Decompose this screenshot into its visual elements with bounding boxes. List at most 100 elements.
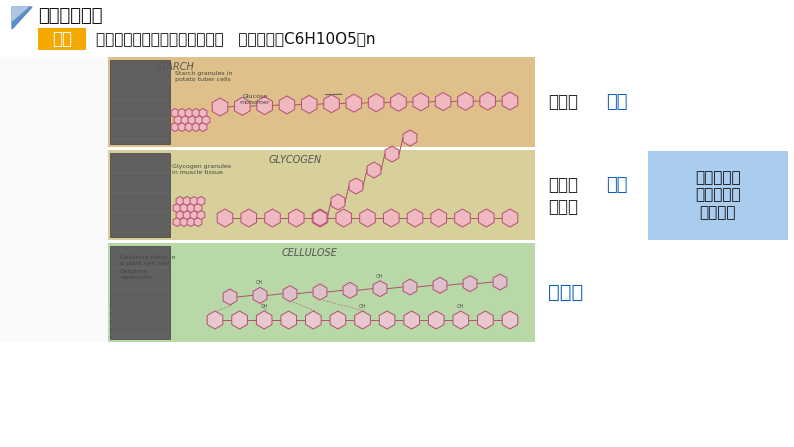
Text: 水解后能够生成多分子单糖的糖   分子式：（C6H10O5）n: 水解后能够生成多分子单糖的糖 分子式：（C6H10O5）n [96, 31, 376, 46]
Polygon shape [313, 210, 327, 226]
Polygon shape [195, 115, 203, 125]
Polygon shape [218, 209, 233, 227]
Polygon shape [503, 209, 518, 227]
Polygon shape [190, 197, 198, 206]
FancyBboxPatch shape [648, 151, 788, 240]
Polygon shape [281, 311, 296, 329]
Polygon shape [457, 92, 473, 110]
Polygon shape [212, 98, 228, 116]
Text: Cellulose fibrils in
a plant cell wall: Cellulose fibrils in a plant cell wall [120, 255, 175, 266]
Polygon shape [404, 311, 419, 329]
Text: 肌糖原: 肌糖原 [548, 198, 578, 216]
Polygon shape [241, 209, 256, 227]
Polygon shape [202, 115, 210, 125]
Polygon shape [288, 209, 304, 227]
Polygon shape [453, 311, 468, 329]
FancyBboxPatch shape [38, 28, 86, 50]
Polygon shape [232, 311, 248, 329]
Polygon shape [503, 311, 518, 329]
Bar [0, 57, 108, 342]
Text: 糖原: 糖原 [606, 176, 627, 194]
Polygon shape [180, 218, 188, 227]
Polygon shape [431, 209, 446, 227]
Polygon shape [194, 218, 202, 227]
Polygon shape [368, 94, 384, 112]
Polygon shape [385, 146, 399, 162]
Polygon shape [173, 203, 181, 212]
Text: OH: OH [376, 274, 384, 278]
Bar [108, 150, 535, 240]
Polygon shape [190, 211, 198, 219]
Text: Glycogen granules
in muscle tissue: Glycogen granules in muscle tissue [172, 164, 231, 175]
Polygon shape [306, 311, 321, 329]
Polygon shape [171, 122, 179, 131]
Polygon shape [279, 96, 295, 114]
Text: GLYCOGEN: GLYCOGEN [268, 155, 322, 165]
Text: 纤维素: 纤维素 [548, 283, 584, 302]
Polygon shape [185, 109, 193, 118]
Polygon shape [223, 289, 237, 305]
Polygon shape [403, 279, 417, 295]
Polygon shape [435, 93, 451, 110]
Polygon shape [192, 109, 200, 118]
Polygon shape [478, 311, 493, 329]
Polygon shape [455, 209, 470, 227]
Polygon shape [199, 122, 207, 131]
Polygon shape [176, 197, 184, 206]
Polygon shape [180, 203, 188, 212]
Text: 植物：: 植物： [548, 93, 578, 111]
Text: OH: OH [457, 304, 464, 309]
Polygon shape [253, 287, 267, 304]
Text: Glucose
monomer: Glucose monomer [240, 94, 270, 105]
Polygon shape [183, 197, 191, 206]
Polygon shape [391, 93, 407, 111]
Text: OH: OH [359, 304, 366, 309]
Polygon shape [380, 311, 395, 329]
Polygon shape [183, 211, 191, 219]
Polygon shape [12, 7, 28, 21]
Text: 动物：: 动物： [548, 176, 578, 194]
Polygon shape [178, 109, 186, 118]
Polygon shape [283, 286, 297, 302]
Polygon shape [199, 109, 207, 118]
Polygon shape [174, 115, 182, 125]
Bar [110, 60, 170, 144]
Text: OH: OH [256, 280, 264, 285]
Polygon shape [197, 197, 205, 206]
Polygon shape [373, 281, 387, 297]
Polygon shape [312, 209, 328, 227]
Polygon shape [480, 92, 495, 110]
Polygon shape [330, 311, 345, 329]
Text: 淀粉: 淀粉 [606, 93, 627, 111]
Text: OH: OH [260, 304, 268, 309]
Polygon shape [433, 277, 447, 293]
Bar [108, 57, 535, 147]
Polygon shape [188, 115, 196, 125]
Polygon shape [336, 209, 352, 227]
Polygon shape [256, 311, 272, 329]
Polygon shape [178, 122, 186, 131]
Polygon shape [187, 203, 195, 212]
Polygon shape [331, 194, 345, 210]
Polygon shape [324, 95, 339, 113]
Bar [108, 243, 535, 342]
Polygon shape [197, 211, 205, 219]
Polygon shape [367, 162, 381, 178]
Polygon shape [479, 209, 494, 227]
Polygon shape [171, 109, 179, 118]
Text: Starch granules in
potato tuber cells: Starch granules in potato tuber cells [175, 71, 233, 82]
Polygon shape [207, 311, 223, 329]
Polygon shape [302, 95, 317, 114]
Polygon shape [181, 115, 189, 125]
Polygon shape [407, 209, 422, 227]
Polygon shape [503, 92, 518, 110]
Text: 细胞中的糖类: 细胞中的糖类 [38, 7, 102, 25]
Polygon shape [185, 122, 193, 131]
Text: 构成它们的
基本单位都
是葡萄糖: 构成它们的 基本单位都 是葡萄糖 [696, 170, 741, 220]
Polygon shape [194, 203, 202, 212]
Polygon shape [256, 97, 272, 114]
Polygon shape [384, 209, 399, 227]
Text: 多糖: 多糖 [52, 30, 72, 48]
Polygon shape [493, 274, 507, 290]
Text: CELLULOSE: CELLULOSE [282, 248, 338, 258]
